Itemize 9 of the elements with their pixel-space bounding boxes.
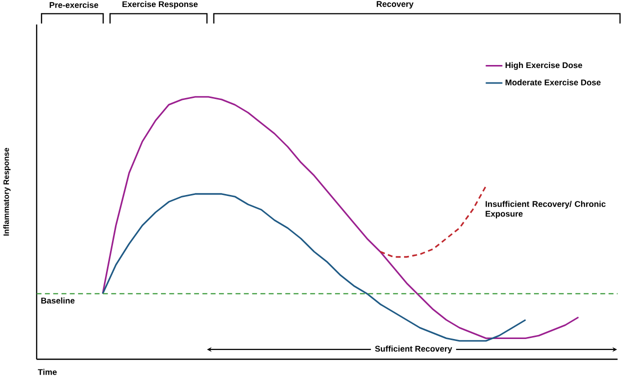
text: Pre-exercise — [50, 2, 98, 8]
x-axis-title: Time — [38, 368, 57, 376]
annotation: Sufficient Recovery — [375, 346, 452, 354]
legend-label: Moderate Exercise Dose — [506, 79, 601, 86]
legend-label: High Exercise Dose — [506, 62, 582, 70]
ref-line-label: Baseline — [41, 298, 75, 304]
text: Exercise Response — [122, 1, 198, 9]
text: Recovery — [376, 1, 414, 9]
annotation: Insufficient Recovery/ Chronic Exposure — [486, 200, 606, 218]
